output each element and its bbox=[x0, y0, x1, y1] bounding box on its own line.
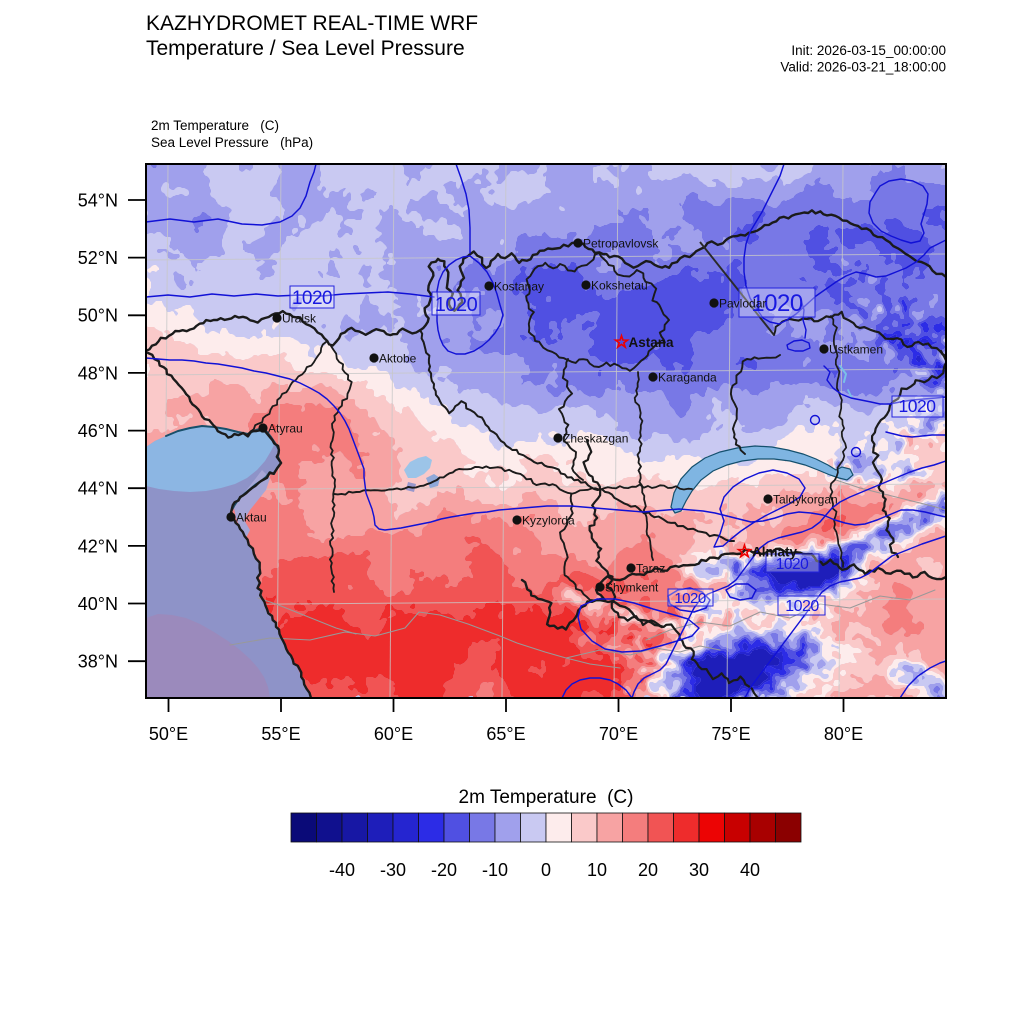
svg-text:48°N: 48°N bbox=[78, 363, 118, 383]
svg-text:38°N: 38°N bbox=[78, 652, 118, 672]
svg-text:-40: -40 bbox=[329, 860, 355, 880]
svg-text:40°N: 40°N bbox=[78, 594, 118, 614]
svg-text:40: 40 bbox=[740, 860, 760, 880]
svg-text:-30: -30 bbox=[380, 860, 406, 880]
svg-text:50°N: 50°N bbox=[78, 306, 118, 326]
svg-text:60°E: 60°E bbox=[374, 724, 413, 744]
svg-text:0: 0 bbox=[541, 860, 551, 880]
svg-text:80°E: 80°E bbox=[824, 724, 863, 744]
svg-text:1020: 1020 bbox=[292, 288, 332, 309]
svg-text:Karaganda: Karaganda bbox=[658, 371, 717, 385]
svg-text:50°E: 50°E bbox=[149, 724, 188, 744]
svg-text:Ustkamen: Ustkamen bbox=[829, 343, 883, 357]
svg-text:55°E: 55°E bbox=[261, 724, 300, 744]
svg-text:Aktobe: Aktobe bbox=[379, 352, 417, 366]
svg-text:Taldykorgan: Taldykorgan bbox=[773, 493, 838, 507]
svg-text:Uralsk: Uralsk bbox=[282, 312, 317, 326]
svg-text:Pavlodar: Pavlodar bbox=[719, 297, 766, 311]
svg-text:Petropavlovsk: Petropavlovsk bbox=[583, 237, 659, 251]
svg-text:1020: 1020 bbox=[785, 598, 819, 615]
svg-text:30: 30 bbox=[689, 860, 709, 880]
svg-text:1020: 1020 bbox=[674, 590, 706, 607]
svg-text:42°N: 42°N bbox=[78, 536, 118, 556]
svg-text:Atyrau: Atyrau bbox=[268, 422, 303, 436]
svg-text:2m Temperature (C): 2m Temperature (C) bbox=[151, 118, 279, 133]
svg-text:20: 20 bbox=[638, 860, 658, 880]
svg-text:1020: 1020 bbox=[899, 396, 937, 416]
svg-text:Shymkent: Shymkent bbox=[605, 581, 659, 595]
svg-text:2m Temperature (C): 2m Temperature (C) bbox=[459, 787, 634, 808]
svg-text:Valid: 2026-03-21_18:00:00: Valid: 2026-03-21_18:00:00 bbox=[780, 60, 946, 75]
svg-text:70°E: 70°E bbox=[599, 724, 638, 744]
svg-text:Almaty: Almaty bbox=[752, 545, 798, 560]
svg-text:10: 10 bbox=[587, 860, 607, 880]
svg-text:75°E: 75°E bbox=[711, 724, 750, 744]
svg-text:44°N: 44°N bbox=[78, 479, 118, 499]
svg-text:Kokshetau: Kokshetau bbox=[591, 279, 648, 293]
svg-text:52°N: 52°N bbox=[78, 248, 118, 268]
svg-text:1020: 1020 bbox=[776, 556, 809, 573]
svg-text:65°E: 65°E bbox=[486, 724, 525, 744]
svg-text:Zheskazgan: Zheskazgan bbox=[563, 432, 628, 446]
svg-text:-20: -20 bbox=[431, 860, 457, 880]
svg-text:Taraz: Taraz bbox=[636, 562, 665, 576]
svg-text:KAZHYDROMET REAL-TIME WRF: KAZHYDROMET REAL-TIME WRF bbox=[146, 12, 478, 35]
svg-text:Temperature / Sea Level Pressu: Temperature / Sea Level Pressure bbox=[146, 37, 465, 60]
svg-text:Astana: Astana bbox=[629, 335, 675, 350]
svg-text:Sea Level Pressure (hPa): Sea Level Pressure (hPa) bbox=[151, 135, 313, 150]
svg-text:Kostanay: Kostanay bbox=[494, 280, 544, 294]
svg-text:-10: -10 bbox=[482, 860, 508, 880]
svg-text:Aktau: Aktau bbox=[236, 511, 267, 525]
svg-text:1020: 1020 bbox=[435, 294, 478, 316]
svg-text:1020: 1020 bbox=[751, 290, 803, 317]
svg-text:54°N: 54°N bbox=[78, 190, 118, 210]
svg-text:Kyzylorda: Kyzylorda bbox=[522, 514, 575, 528]
svg-text:Init: 2026-03-15_00:00:00: Init: 2026-03-15_00:00:00 bbox=[791, 43, 946, 58]
svg-text:46°N: 46°N bbox=[78, 421, 118, 441]
